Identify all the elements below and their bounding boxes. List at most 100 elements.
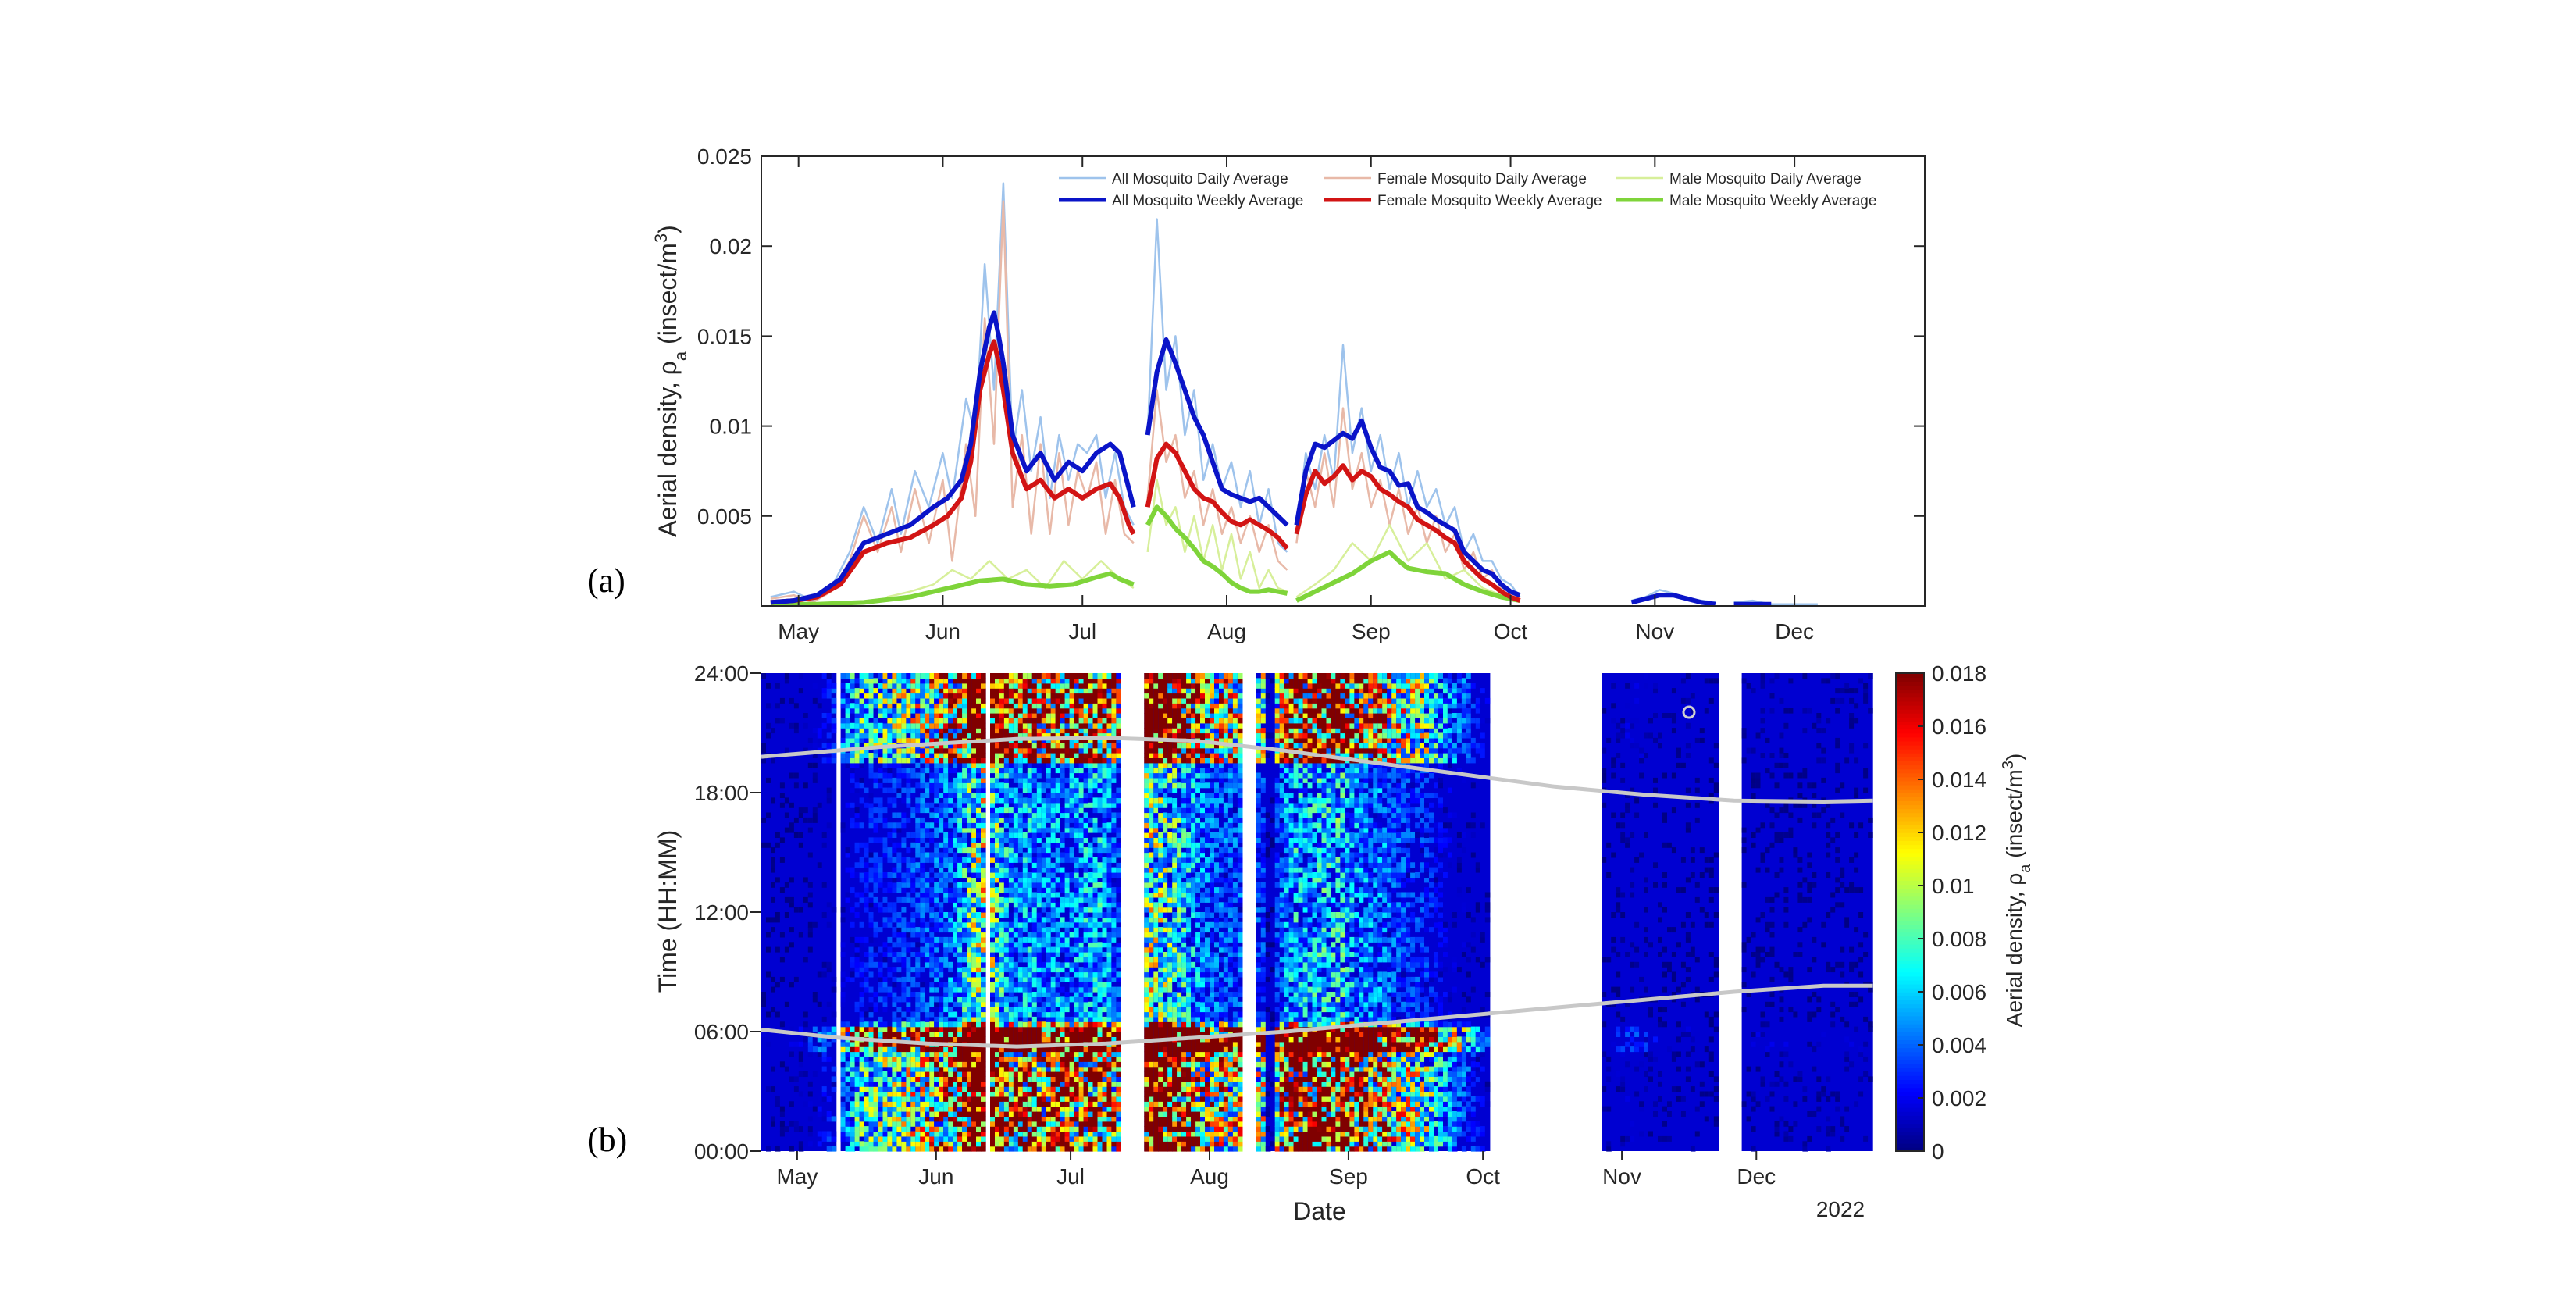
heatmap-cell (1031, 882, 1038, 888)
heatmap-cell (1041, 862, 1047, 868)
heatmap-cell (882, 1131, 889, 1137)
heatmap-cell (1031, 1126, 1038, 1132)
heatmap-cell (873, 678, 879, 684)
heatmap-column (840, 673, 846, 1151)
heatmap-cell (878, 703, 884, 709)
heatmap-cell (882, 1106, 889, 1112)
heatmap-cell (1064, 802, 1071, 808)
heatmap-cell (920, 772, 925, 779)
heatmap-cell (967, 817, 972, 823)
heatmap-cell (910, 1116, 916, 1122)
heatmap-cell (784, 1001, 790, 1007)
heatmap-cell (967, 807, 972, 814)
heatmap-cell (1027, 1126, 1033, 1132)
heatmap-cell (948, 1126, 953, 1132)
heatmap-cell (1078, 1116, 1085, 1122)
heatmap-cell (896, 747, 902, 754)
heatmap-cell (1064, 747, 1071, 754)
heatmap-cell (1013, 921, 1019, 928)
heatmap-cell (850, 1091, 856, 1097)
heatmap-cell (939, 957, 944, 963)
heatmap-cell (967, 708, 972, 714)
heatmap-cell (1055, 793, 1061, 798)
heatmap-cell (821, 743, 828, 749)
heatmap-cell (915, 882, 921, 888)
heatmap-cell (1074, 1011, 1080, 1018)
heatmap-cell (920, 967, 925, 973)
heatmap-cell (882, 747, 889, 754)
heatmap-cell (962, 867, 967, 873)
heatmap-cell (1069, 1086, 1075, 1092)
heatmap-cell (854, 942, 860, 948)
heatmap-cell (789, 942, 795, 948)
heatmap-cell (892, 673, 897, 679)
heatmap-cell (934, 976, 939, 982)
heatmap-cell (798, 807, 804, 814)
heatmap-cell (1022, 722, 1028, 729)
heatmap-cell (1069, 753, 1075, 758)
heatmap-cell (789, 927, 795, 933)
heatmap-cell (1041, 1141, 1047, 1147)
heatmap-cell (934, 967, 939, 973)
heatmap-cell (1003, 1032, 1010, 1037)
heatmap-cell (953, 1036, 958, 1043)
heatmap-cell (948, 867, 953, 873)
heatmap-cell (798, 1091, 804, 1097)
heatmap-cell (920, 807, 925, 814)
heatmap-cell (1046, 807, 1052, 814)
heatmap-cell (1017, 837, 1024, 843)
heatmap-cell (892, 842, 897, 848)
heatmap-cell (1069, 1135, 1075, 1142)
heatmap-column (873, 673, 879, 1152)
heatmap-cell (1083, 832, 1089, 838)
heatmap-cell (901, 787, 907, 793)
heatmap-cell (995, 1056, 1000, 1062)
heatmap-cell (910, 982, 916, 988)
heatmap-cell (943, 713, 949, 718)
heatmap-cell (1041, 688, 1047, 694)
heatmap-cell (925, 902, 930, 908)
heatmap-column-background (766, 673, 771, 1151)
heatmap-cell (892, 713, 897, 718)
heatmap-cell (901, 1121, 907, 1127)
heatmap-cell (1031, 1106, 1038, 1112)
heatmap-cell (953, 942, 958, 948)
heatmap-cell (1046, 986, 1052, 993)
heatmap-cell (1031, 842, 1038, 848)
chart-a-series-all-mosquito-weekly-average (770, 310, 1772, 607)
heatmap-cell (817, 728, 823, 734)
heatmap-cell (1008, 697, 1014, 704)
heatmap-cell (920, 946, 925, 953)
heatmap-cell (789, 822, 795, 829)
heatmap-cell (873, 992, 879, 997)
heatmap-cell (967, 1056, 972, 1062)
heatmap-cell (850, 703, 856, 709)
heatmap-cell (1060, 976, 1066, 982)
heatmap-cell (1060, 921, 1066, 928)
heatmap-cell (1088, 1026, 1094, 1032)
heatmap-cell (1008, 907, 1014, 913)
heatmap-cell (943, 1146, 949, 1152)
heatmap-cell (953, 877, 958, 883)
heatmap-cell (1008, 713, 1014, 718)
heatmap-cell (999, 1036, 1005, 1043)
heatmap-cell (967, 1007, 972, 1013)
heatmap-cell (1041, 678, 1047, 684)
heatmap-cell (887, 992, 893, 997)
heatmap-cell (882, 1101, 889, 1107)
heatmap-cell (929, 757, 935, 764)
heatmap-cell (990, 961, 996, 968)
heatmap-cell (925, 887, 930, 893)
heatmap-cell (925, 1071, 930, 1077)
heatmap-cell (845, 1126, 851, 1132)
heatmap-cell (845, 1096, 851, 1102)
heatmap-cell (1083, 1146, 1089, 1152)
heatmap-cell (1060, 708, 1066, 714)
heatmap-cell (1083, 1091, 1089, 1097)
heatmap-cell (1055, 936, 1061, 943)
heatmap-cell (1031, 1021, 1038, 1028)
heatmap-cell (953, 1051, 958, 1057)
heatmap-cell (840, 722, 846, 729)
heatmap-cell (864, 967, 870, 973)
heatmap-cell (878, 1056, 884, 1062)
